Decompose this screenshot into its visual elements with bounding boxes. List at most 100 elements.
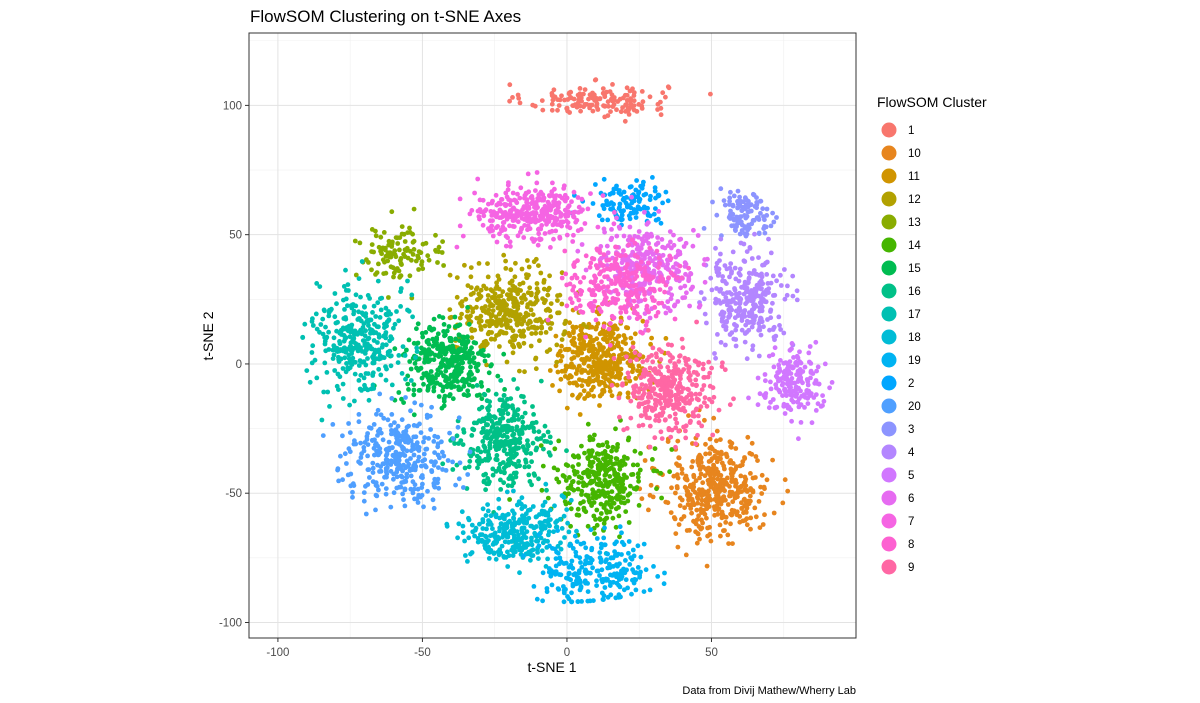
cluster-20-point	[353, 441, 359, 447]
cluster-11-point	[625, 390, 631, 396]
cluster-4-point	[756, 255, 761, 260]
cluster-5-point	[794, 353, 800, 359]
cluster-12-point	[512, 314, 518, 320]
cluster-20-point	[419, 463, 424, 469]
cluster-14-point	[570, 464, 576, 470]
cluster-12-point	[465, 308, 470, 314]
cluster-15-point	[404, 347, 409, 353]
cluster-18-point	[480, 526, 486, 531]
cluster-4-point	[723, 342, 728, 348]
cluster-7-point	[508, 209, 513, 215]
cluster-6-point	[625, 237, 631, 243]
cluster-6-point	[678, 285, 683, 291]
cluster-7-point	[534, 170, 540, 175]
cluster-7-point	[574, 217, 580, 223]
cluster-5-point	[773, 373, 779, 379]
cluster-16-point	[500, 460, 506, 465]
cluster-12-point	[538, 330, 544, 336]
cluster-4-point	[728, 299, 734, 305]
cluster-14-point	[610, 444, 616, 450]
cluster-11-point	[597, 393, 603, 399]
cluster-13-point	[420, 266, 426, 272]
cluster-20-point	[398, 484, 404, 490]
cluster-4-point	[752, 231, 757, 237]
cluster-14-point	[592, 490, 598, 495]
cluster-5-point	[794, 362, 800, 368]
cluster-20-point	[365, 482, 371, 487]
cluster-20-point	[430, 497, 436, 503]
cluster-6-point	[629, 194, 634, 200]
cluster-17-point	[346, 352, 352, 358]
cluster-20-point	[370, 460, 376, 466]
cluster-16-point	[529, 459, 534, 465]
cluster-14-point	[610, 515, 616, 521]
cluster-15-point	[468, 364, 473, 370]
cluster-18-point	[485, 522, 491, 527]
cluster-11-point	[630, 340, 636, 346]
cluster-4-point	[764, 272, 770, 277]
cluster-7-point	[549, 189, 555, 195]
cluster-18-point	[473, 525, 479, 531]
cluster-13-point	[399, 224, 405, 230]
cluster-20-point	[396, 457, 402, 463]
cluster-7-point	[515, 219, 521, 225]
cluster-6-point	[677, 249, 683, 255]
cluster-14-point	[562, 499, 568, 504]
cluster-20-point	[411, 423, 417, 428]
cluster-17-point	[340, 396, 346, 401]
cluster-19-point	[585, 589, 591, 594]
cluster-15-point	[396, 390, 402, 395]
cluster-7-point	[501, 212, 507, 217]
cluster-18-point	[498, 521, 504, 527]
cluster-20-point	[465, 472, 471, 477]
cluster-19-point	[598, 545, 604, 551]
cluster-1-point	[658, 112, 664, 118]
cluster-12-point	[469, 328, 475, 334]
cluster-13-point	[381, 230, 387, 235]
cluster-20-point	[422, 435, 428, 441]
cluster-17-point	[366, 335, 372, 341]
cluster-10-point	[697, 536, 702, 542]
cluster-4-point	[742, 314, 748, 319]
cluster-4-point	[742, 282, 748, 288]
cluster-17-point	[382, 321, 387, 327]
cluster-16-point	[491, 414, 497, 419]
cluster-19-point	[536, 543, 542, 549]
cluster-12-point	[536, 263, 541, 268]
cluster-14-point	[637, 467, 643, 473]
cluster-19-point	[588, 560, 594, 566]
cluster-14-point	[592, 531, 597, 536]
cluster-4-point	[770, 273, 776, 279]
cluster-18-point	[519, 506, 525, 512]
cluster-16-point	[531, 425, 536, 431]
cluster-10-point	[697, 475, 702, 481]
cluster-17-point	[322, 341, 328, 347]
cluster-11-point	[608, 359, 614, 365]
cluster-16-point	[564, 448, 569, 454]
cluster-2-point	[631, 198, 637, 204]
cluster-11-point	[632, 331, 638, 337]
cluster-10-point	[708, 458, 714, 464]
cluster-2-point	[660, 200, 665, 206]
cluster-4-point	[727, 290, 732, 295]
cluster-12-point	[468, 285, 474, 290]
cluster-10-point	[691, 474, 697, 480]
cluster-18-point	[488, 513, 494, 519]
cluster-20-point	[396, 438, 401, 444]
cluster-15-point	[417, 366, 423, 372]
cluster-13-point	[376, 261, 381, 267]
cluster-12-point	[554, 359, 560, 365]
cluster-10-point	[679, 470, 685, 476]
cluster-20-point	[372, 452, 377, 458]
cluster-17-point	[366, 397, 372, 403]
cluster-7-point	[571, 214, 577, 220]
cluster-12-point	[493, 321, 499, 327]
cluster-4-point	[737, 301, 743, 307]
cluster-12-point	[498, 307, 504, 313]
cluster-15-point	[460, 360, 466, 366]
cluster-10-point	[642, 458, 648, 463]
cluster-17-point	[345, 303, 350, 309]
cluster-16-point	[514, 427, 520, 433]
cluster-1-point	[639, 89, 645, 94]
